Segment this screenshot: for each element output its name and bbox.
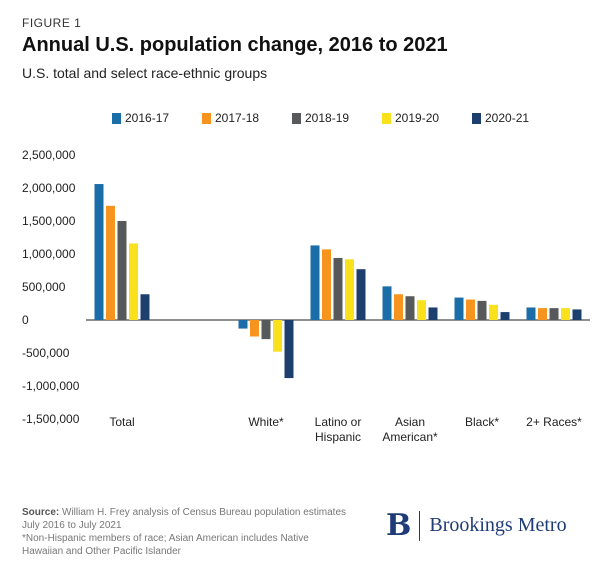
y-tick-label: -1,500,000 — [22, 412, 80, 426]
bar-asian-american--2018-19 — [405, 296, 415, 320]
logo-divider — [419, 510, 421, 541]
legend-label-2017-18: 2017-18 — [215, 111, 259, 125]
bar-black--2020-21 — [500, 312, 510, 320]
bar-black--2019-20 — [489, 304, 498, 320]
chart-title: Annual U.S. population change, 2016 to 2… — [22, 34, 448, 56]
bars — [94, 184, 582, 379]
y-tick-label: 1,000,000 — [22, 247, 76, 261]
x-category-label: 2+ Races* — [526, 415, 582, 429]
bar-total-2017-18 — [106, 205, 115, 320]
x-category-label: Latino or — [315, 415, 362, 429]
figure-label: FIGURE 1 — [22, 16, 82, 30]
bar-latino-or-hispanic-2020-21 — [356, 269, 366, 320]
y-tick-label: -1,000,000 — [22, 379, 80, 393]
x-category-label: White* — [248, 415, 284, 429]
legend-label-2019-20: 2019-20 — [395, 111, 439, 125]
legend-swatch-2019-20 — [382, 113, 391, 124]
bar-2-races--2017-18 — [538, 308, 547, 320]
bar-asian-american--2016-17 — [382, 286, 392, 320]
footnote: *Non-Hispanic members of race; Asian Ame… — [22, 533, 309, 557]
bar-white--2019-20 — [273, 320, 282, 352]
bar-2-races--2018-19 — [549, 308, 559, 320]
bar-total-2019-20 — [129, 243, 138, 320]
legend-swatch-2020-21 — [472, 113, 481, 124]
y-axis: 2,500,000 2,000,000 1,500,000 1,000,000 500,… — [22, 148, 80, 426]
legend-swatch-2018-19 — [292, 113, 301, 124]
source-note: Source: William H. Frey analysis of Cens… — [22, 506, 352, 532]
bar-black--2016-17 — [454, 297, 464, 320]
bar-latino-or-hispanic-2016-17 — [310, 245, 320, 320]
x-category-label: Hispanic — [315, 430, 361, 444]
x-category-label: Total — [109, 415, 134, 429]
x-category-label: Asian — [395, 415, 425, 429]
logo-text: Brookings Metro — [429, 514, 567, 536]
bar-total-2016-17 — [94, 184, 104, 320]
bar-latino-or-hispanic-2017-18 — [322, 249, 331, 320]
logo-mark: B — [386, 508, 412, 543]
bar-2-races--2019-20 — [561, 308, 570, 320]
y-tick-label: 1,500,000 — [22, 214, 76, 228]
y-tick-label: 0 — [22, 313, 29, 327]
y-tick-label: 2,500,000 — [22, 148, 76, 162]
bar-white--2018-19 — [261, 320, 271, 340]
chart-subtitle: U.S. total and select race-ethnic groups — [22, 65, 268, 81]
bar-2-races--2016-17 — [526, 307, 536, 320]
footer: Source: William H. Frey analysis of Cens… — [22, 506, 352, 558]
bar-2-races--2020-21 — [572, 309, 582, 320]
legend-label-2018-19: 2018-19 — [305, 111, 349, 125]
bar-asian-american--2017-18 — [394, 294, 403, 320]
bar-black--2018-19 — [477, 300, 487, 320]
source-label: Source: — [22, 507, 60, 518]
bar-asian-american--2020-21 — [428, 307, 438, 320]
bar-total-2018-19 — [117, 221, 127, 320]
bar-white--2020-21 — [284, 320, 294, 379]
bar-black--2017-18 — [466, 299, 475, 320]
legend-label-2020-21: 2020-21 — [485, 111, 529, 125]
bar-total-2020-21 — [140, 294, 150, 320]
y-tick-label: 500,000 — [22, 280, 66, 294]
legend-swatch-2016-17 — [112, 113, 121, 124]
bar-white--2016-17 — [238, 320, 248, 329]
legend: 2016-17 2017-18 2018-19 2019-20 2020-21 — [112, 111, 529, 125]
y-tick-label: 2,000,000 — [22, 181, 76, 195]
brookings-logo: B Brookings Metro — [386, 508, 567, 543]
bar-latino-or-hispanic-2019-20 — [345, 259, 354, 320]
bar-latino-or-hispanic-2018-19 — [333, 257, 343, 320]
y-tick-label: -500,000 — [22, 346, 70, 360]
bar-white--2017-18 — [250, 320, 259, 337]
legend-label-2016-17: 2016-17 — [125, 111, 169, 125]
x-category-label: Black* — [465, 415, 499, 429]
bar-asian-american--2019-20 — [417, 300, 426, 320]
bar-chart: 2016-17 2017-18 2018-19 2019-20 2020-21 2,50… — [22, 111, 590, 444]
source-text: William H. Frey analysis of Census Burea… — [22, 507, 347, 531]
x-category-label: American* — [382, 430, 438, 444]
legend-swatch-2017-18 — [202, 113, 211, 124]
